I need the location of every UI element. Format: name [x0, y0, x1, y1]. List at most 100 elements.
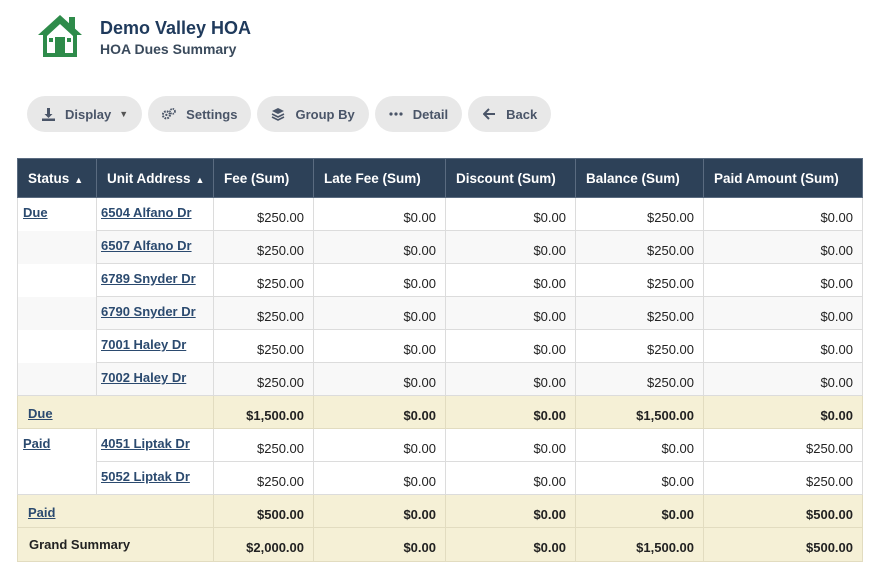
status-cell: Due [17, 197, 97, 231]
discount-cell: $0.00 [445, 329, 576, 363]
late-fee-cell: $0.00 [313, 362, 446, 396]
status-link-paid[interactable]: Paid [23, 436, 51, 451]
late-fee-cell: $0.00 [313, 461, 446, 495]
address-cell: 7001 Haley Dr [96, 329, 214, 363]
discount-cell: $0.00 [445, 197, 576, 231]
subtotal-row-paid: Paid $500.00 $0.00 $0.00 $0.00 $500.00 [17, 494, 863, 528]
address-cell: 5052 Liptak Dr [96, 461, 214, 495]
table-row: 7001 Haley Dr $250.00 $0.00 $0.00 $250.0… [17, 329, 863, 363]
paid-amount-cell: $0.00 [703, 230, 863, 264]
dues-summary-table: Status ▲ Unit Address ▲ Fee (Sum) Late Fee… [17, 158, 863, 562]
unit-address-link[interactable]: 5052 Liptak Dr [101, 469, 190, 484]
address-cell: 7002 Haley Dr [96, 362, 214, 396]
paid-amount-cell: $0.00 [703, 362, 863, 396]
balance-cell: $250.00 [575, 362, 704, 396]
detail-button[interactable]: Detail [374, 96, 463, 132]
display-label: Display [65, 106, 112, 122]
unit-address-link[interactable]: 7002 Haley Dr [101, 370, 187, 385]
status-cell [17, 461, 97, 495]
display-button[interactable]: Display ▼ [27, 96, 143, 132]
col-header-unit-address[interactable]: Unit Address ▲ [96, 158, 214, 198]
gears-icon [162, 107, 176, 121]
balance-cell: $250.00 [575, 197, 704, 231]
paid-amount-cell: $0.00 [703, 197, 863, 231]
fee-cell: $250.00 [213, 329, 314, 363]
balance-cell: $0.00 [575, 494, 704, 528]
unit-address-link[interactable]: 6789 Snyder Dr [101, 271, 196, 286]
late-fee-cell: $0.00 [313, 494, 446, 528]
balance-cell: $1,500.00 [575, 395, 704, 429]
late-fee-cell: $0.00 [313, 527, 446, 562]
caret-down-icon: ▼ [119, 109, 129, 119]
toolbar: Display ▼ Settings Group By Detail Back [27, 96, 552, 132]
col-header-discount[interactable]: Discount (Sum) [445, 158, 576, 198]
balance-cell: $250.00 [575, 296, 704, 330]
late-fee-cell: $0.00 [313, 197, 446, 231]
subtotal-link-paid[interactable]: Paid [28, 505, 56, 520]
unit-address-link[interactable]: 7001 Haley Dr [101, 337, 187, 352]
late-fee-cell: $0.00 [313, 296, 446, 330]
paid-amount-cell: $250.00 [703, 461, 863, 495]
col-header-balance[interactable]: Balance (Sum) [575, 158, 704, 198]
paid-amount-cell: $0.00 [703, 263, 863, 297]
back-label: Back [506, 106, 538, 122]
status-link-due[interactable]: Due [23, 205, 48, 220]
balance-cell: $0.00 [575, 428, 704, 462]
late-fee-cell: $0.00 [313, 263, 446, 297]
col-header-paid-amount[interactable]: Paid Amount (Sum) [703, 158, 863, 198]
col-header-fee[interactable]: Fee (Sum) [213, 158, 314, 198]
late-fee-cell: $0.00 [313, 428, 446, 462]
col-header-late-fee[interactable]: Late Fee (Sum) [313, 158, 446, 198]
download-icon [41, 107, 55, 121]
address-cell: 6507 Alfano Dr [96, 230, 214, 264]
group-by-label: Group By [295, 106, 355, 122]
table-row: 6507 Alfano Dr $250.00 $0.00 $0.00 $250.… [17, 230, 863, 264]
col-header-status[interactable]: Status ▲ [17, 158, 97, 198]
grand-summary-label: Grand Summary [17, 527, 214, 562]
unit-address-link[interactable]: 6790 Snyder Dr [101, 304, 196, 319]
discount-cell: $0.00 [445, 296, 576, 330]
discount-cell: $0.00 [445, 527, 576, 562]
ellipsis-icon [389, 107, 403, 121]
back-button[interactable]: Back [468, 96, 552, 132]
unit-address-link[interactable]: 4051 Liptak Dr [101, 436, 190, 451]
address-cell: 6789 Snyder Dr [96, 263, 214, 297]
fee-cell: $250.00 [213, 230, 314, 264]
discount-cell: $0.00 [445, 362, 576, 396]
subtotal-link-due[interactable]: Due [28, 406, 53, 421]
fee-cell: $500.00 [213, 494, 314, 528]
sort-asc-icon: ▲ [195, 174, 205, 185]
late-fee-cell: $0.00 [313, 230, 446, 264]
table-row: Paid 4051 Liptak Dr $250.00 $0.00 $0.00 … [17, 428, 863, 462]
fee-cell: $1,500.00 [213, 395, 314, 429]
unit-address-link[interactable]: 6504 Alfano Dr [101, 205, 192, 220]
report-title: HOA Dues Summary [100, 41, 237, 57]
status-cell [17, 362, 97, 396]
grand-summary-row: Grand Summary $2,000.00 $0.00 $0.00 $1,5… [17, 527, 863, 562]
late-fee-cell: $0.00 [313, 395, 446, 429]
table-header-row: Status ▲ Unit Address ▲ Fee (Sum) Late Fee… [17, 158, 863, 198]
fee-cell: $250.00 [213, 296, 314, 330]
discount-cell: $0.00 [445, 494, 576, 528]
group-by-button[interactable]: Group By [257, 96, 369, 132]
status-cell [17, 329, 97, 363]
discount-cell: $0.00 [445, 461, 576, 495]
page-header: Demo Valley HOA HOA Dues Summary [36, 12, 251, 62]
arrow-left-icon [482, 107, 496, 121]
discount-cell: $0.00 [445, 395, 576, 429]
fee-cell: $250.00 [213, 263, 314, 297]
table-row: 7002 Haley Dr $250.00 $0.00 $0.00 $250.0… [17, 362, 863, 396]
address-cell: 4051 Liptak Dr [96, 428, 214, 462]
unit-address-link[interactable]: 6507 Alfano Dr [101, 238, 192, 253]
balance-cell: $250.00 [575, 230, 704, 264]
settings-label: Settings [186, 106, 238, 122]
subtotal-label-cell: Due [17, 395, 214, 429]
address-cell: 6504 Alfano Dr [96, 197, 214, 231]
status-cell [17, 296, 97, 330]
balance-cell: $1,500.00 [575, 527, 704, 562]
settings-button[interactable]: Settings [148, 96, 252, 132]
status-cell: Paid [17, 428, 97, 462]
discount-cell: $0.00 [445, 230, 576, 264]
fee-cell: $250.00 [213, 362, 314, 396]
fee-cell: $250.00 [213, 428, 314, 462]
